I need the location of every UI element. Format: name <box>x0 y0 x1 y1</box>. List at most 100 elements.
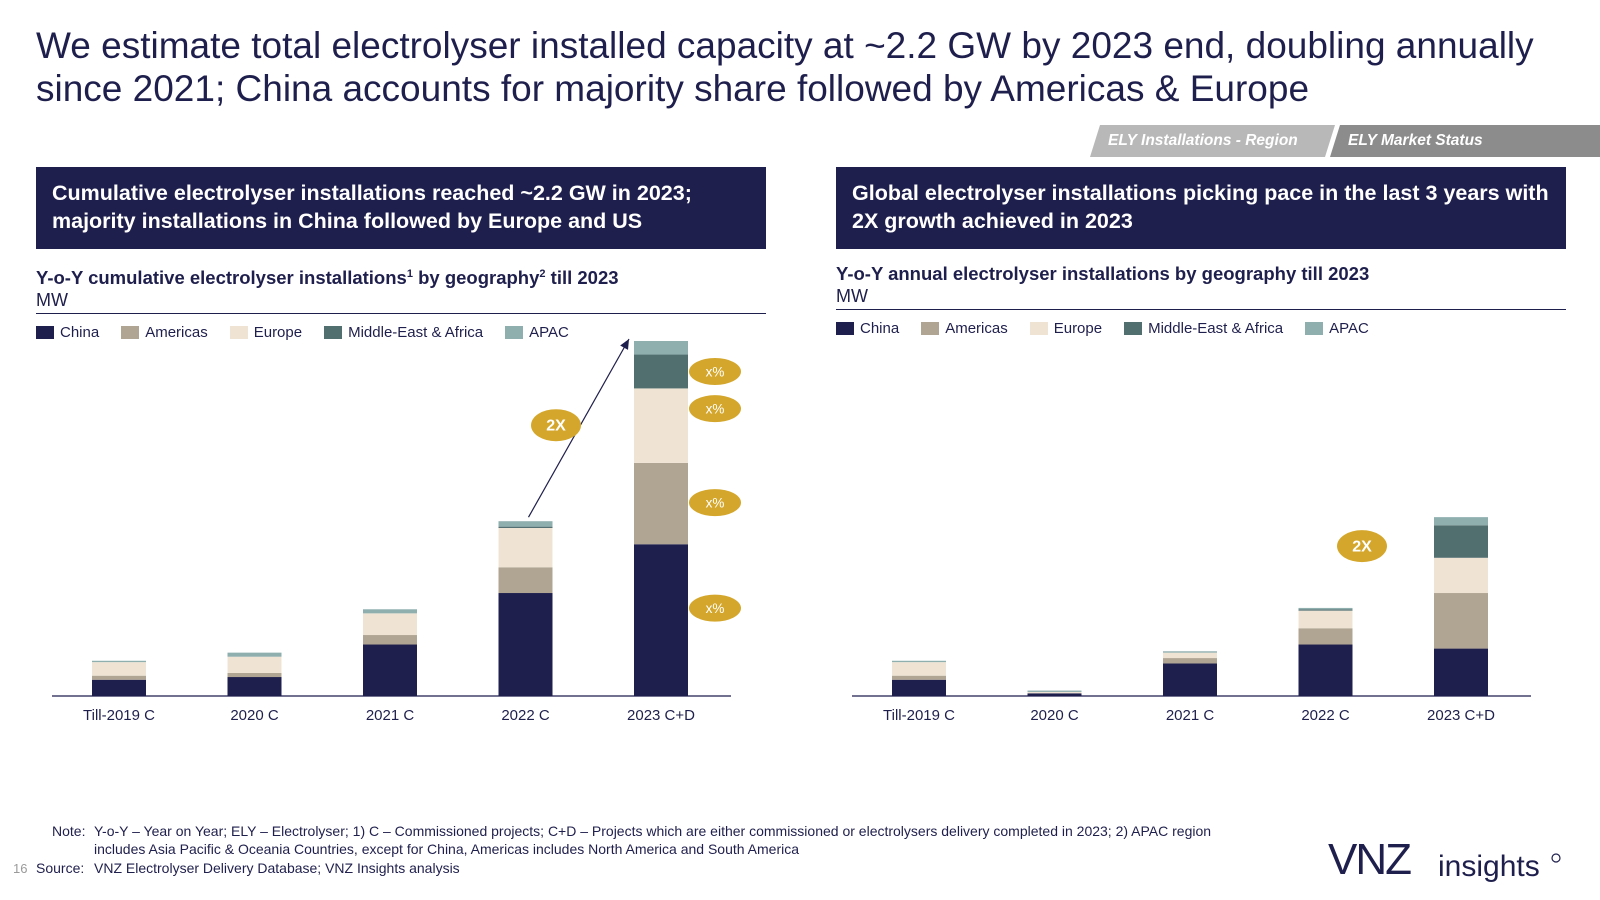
bar-segment-middle-east-africa <box>498 526 553 528</box>
left-legend: China Americas Europe Middle-East & Africa A… <box>36 323 766 341</box>
legend-item-middle-east-africa: Middle-East & Africa <box>324 324 483 341</box>
x-tick-label: 2021 C <box>366 707 415 724</box>
left-chart-title-end: till 2023 <box>545 267 619 289</box>
bar-segment-americas <box>1298 628 1353 645</box>
bar-segment-europe <box>227 656 282 673</box>
bar-segment-apac <box>227 652 282 657</box>
legend-item-apac: APAC <box>1305 320 1369 337</box>
source-row: Source: VNZ Electrolyser Delivery Databa… <box>36 860 460 876</box>
bar-segment-europe <box>92 662 146 676</box>
legend-swatch <box>1029 321 1048 335</box>
legend-label: Americas <box>145 323 208 341</box>
share-bubble-label: x% <box>706 601 725 616</box>
legend-item-china: China <box>836 320 899 337</box>
bar-segment-china <box>363 644 417 696</box>
share-bubble <box>689 489 741 517</box>
bar-segment-europe <box>1027 691 1082 694</box>
legend-swatch <box>324 325 343 339</box>
bar-segment-europe <box>498 527 553 568</box>
source-text: VNZ Electrolyser Delivery Database; VNZ … <box>94 860 460 876</box>
registered-icon <box>1551 853 1561 863</box>
note-label: Note: <box>52 823 86 839</box>
x-tick-label: 2023 C+D <box>627 707 695 724</box>
footnote-ref-2: 2 <box>539 268 546 280</box>
share-bubble <box>689 357 741 385</box>
note-line-1: Y-o-Y – Year on Year; ELY – Electrolyser… <box>94 823 1212 839</box>
logo-suffix: insights <box>1438 850 1540 883</box>
bar-segment-china <box>634 544 688 696</box>
bar-segment-apac <box>92 660 146 663</box>
x-tick-label: Till-2019 C <box>883 707 955 724</box>
legend-label: Europe <box>1053 319 1103 337</box>
bar-segment-china <box>1434 648 1488 696</box>
bar-segment-apac <box>892 660 946 663</box>
vnz-insights-logo: VNZ insights <box>1328 835 1568 890</box>
x-tick-label: 2023 C+D <box>1427 707 1495 724</box>
x-tick-label: 2020 C <box>1030 707 1079 724</box>
tab-ely-installations-region[interactable]: ELY Installations - Region <box>1090 125 1335 157</box>
legend-swatch <box>1124 321 1143 335</box>
legend-swatch <box>36 325 54 339</box>
legend-swatch <box>921 321 940 335</box>
growth-badge-label: 2X <box>546 418 566 435</box>
bar-segment-china <box>892 679 946 696</box>
x-tick-label: 2022 C <box>1301 707 1350 724</box>
legend-item-apac: APAC <box>505 324 569 341</box>
bar-segment-apac <box>1163 651 1217 653</box>
bar-segment-china <box>1298 644 1353 696</box>
legend-label: Americas <box>945 319 1008 337</box>
bar-segment-americas <box>634 462 688 545</box>
bar-segment-americas <box>1434 593 1488 649</box>
section-tabs: ELY Installations - Region ELY Market St… <box>1090 125 1600 157</box>
bar-segment-europe <box>892 662 946 676</box>
share-bubble-label: x% <box>706 364 725 379</box>
logo-graphic: VNZ insights <box>1328 835 1561 884</box>
page-title: We estimate total electrolyser installed… <box>36 25 1534 109</box>
bar-segment-apac <box>1298 607 1353 610</box>
legend-swatch <box>229 325 248 339</box>
bar-segment-americas <box>92 675 146 680</box>
bar-segment-china <box>92 679 146 696</box>
bar-segment-americas <box>227 672 282 678</box>
footnote-ref-1: 1 <box>406 268 413 280</box>
bar-segment-china <box>1027 693 1082 696</box>
right-chart: Till-2019 C 2020 C 2021 C 2022 C 2023 C+D 2X <box>852 517 1531 724</box>
bar-segment-apac <box>498 521 553 527</box>
right-panel-header: Global electrolyser installations pickin… <box>836 167 1566 249</box>
bar-segment-europe <box>1163 652 1217 659</box>
left-chart-unit: MW <box>36 289 766 315</box>
legend-swatch <box>836 321 854 335</box>
legend-item-middle-east-africa: Middle-East & Africa <box>1124 320 1283 337</box>
legend-label: Europe <box>253 323 303 341</box>
note-indent <box>36 840 94 858</box>
legend-swatch <box>1305 321 1324 335</box>
tab-ely-market-status[interactable]: ELY Market Status <box>1330 125 1600 157</box>
bar-segment-apac <box>1434 517 1488 526</box>
right-legend: China Americas Europe Middle-East & Africa A… <box>836 319 1566 337</box>
legend-swatch <box>121 325 140 339</box>
left-chart-title: Y-o-Y cumulative electrolyser installati… <box>36 263 766 289</box>
legend-item-europe: Europe <box>1029 319 1103 337</box>
x-tick-label: 2020 C <box>230 707 279 724</box>
x-tick-label: 2022 C <box>501 707 550 724</box>
bar-segment-middle-east-africa <box>634 354 688 389</box>
share-bubble <box>689 594 741 622</box>
legend-label: Middle-East & Africa <box>1148 319 1284 337</box>
share-bubble <box>689 395 741 423</box>
growth-badge-label: 2X <box>1352 539 1372 556</box>
left-chart: Till-2019 C 2020 C 2021 C 2022 C 2023 C+D 2X x… <box>52 338 741 724</box>
bar-segment-apac <box>1027 690 1082 692</box>
share-bubble-label: x% <box>706 402 725 417</box>
x-tick-label: 2021 C <box>1166 707 1215 724</box>
bar-segment-china <box>498 593 553 696</box>
left-panel-header: Cumulative electrolyser installations re… <box>36 167 766 249</box>
bar-segment-americas <box>892 675 946 680</box>
bar-segment-apac <box>363 609 417 614</box>
logo-brand: VNZ <box>1328 838 1411 884</box>
legend-item-china: China <box>36 324 99 341</box>
bar-segment-apac <box>634 341 688 355</box>
bar-segment-china <box>227 677 282 696</box>
growth-badge <box>1337 530 1387 563</box>
bar-segment-europe <box>363 613 417 636</box>
bar-segment-middle-east-africa <box>1434 525 1488 558</box>
